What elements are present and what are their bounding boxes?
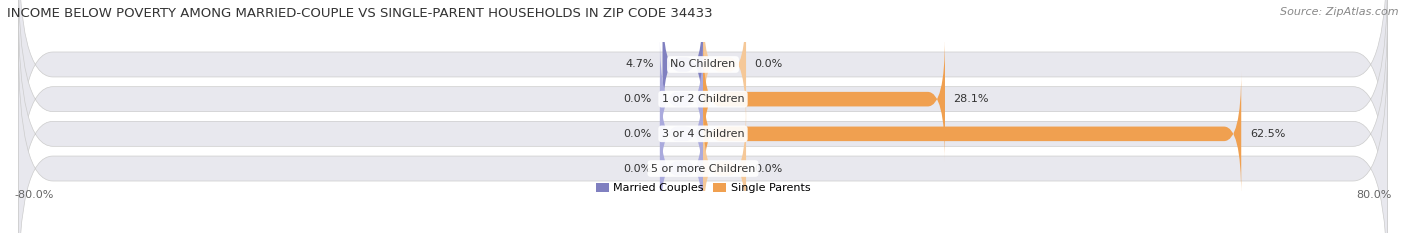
- Text: INCOME BELOW POVERTY AMONG MARRIED-COUPLE VS SINGLE-PARENT HOUSEHOLDS IN ZIP COD: INCOME BELOW POVERTY AMONG MARRIED-COUPL…: [7, 7, 713, 20]
- FancyBboxPatch shape: [18, 0, 1388, 191]
- FancyBboxPatch shape: [659, 106, 703, 231]
- Text: 28.1%: 28.1%: [953, 94, 988, 104]
- FancyBboxPatch shape: [659, 37, 703, 161]
- FancyBboxPatch shape: [703, 106, 747, 231]
- FancyBboxPatch shape: [703, 2, 747, 127]
- Text: 0.0%: 0.0%: [755, 59, 783, 69]
- Text: 1 or 2 Children: 1 or 2 Children: [662, 94, 744, 104]
- Text: 80.0%: 80.0%: [1357, 190, 1392, 200]
- Text: 0.0%: 0.0%: [623, 164, 651, 174]
- Text: Source: ZipAtlas.com: Source: ZipAtlas.com: [1281, 7, 1399, 17]
- Text: -80.0%: -80.0%: [14, 190, 53, 200]
- Text: No Children: No Children: [671, 59, 735, 69]
- FancyBboxPatch shape: [659, 72, 703, 196]
- FancyBboxPatch shape: [18, 0, 1388, 225]
- Text: 5 or more Children: 5 or more Children: [651, 164, 755, 174]
- FancyBboxPatch shape: [703, 72, 1241, 196]
- FancyBboxPatch shape: [703, 37, 945, 161]
- Text: 3 or 4 Children: 3 or 4 Children: [662, 129, 744, 139]
- Text: 0.0%: 0.0%: [623, 129, 651, 139]
- Text: 62.5%: 62.5%: [1250, 129, 1285, 139]
- Text: 0.0%: 0.0%: [755, 164, 783, 174]
- FancyBboxPatch shape: [18, 8, 1388, 233]
- Text: 4.7%: 4.7%: [626, 59, 654, 69]
- Text: 0.0%: 0.0%: [623, 94, 651, 104]
- FancyBboxPatch shape: [662, 2, 703, 127]
- Legend: Married Couples, Single Parents: Married Couples, Single Parents: [592, 178, 814, 197]
- FancyBboxPatch shape: [18, 42, 1388, 233]
